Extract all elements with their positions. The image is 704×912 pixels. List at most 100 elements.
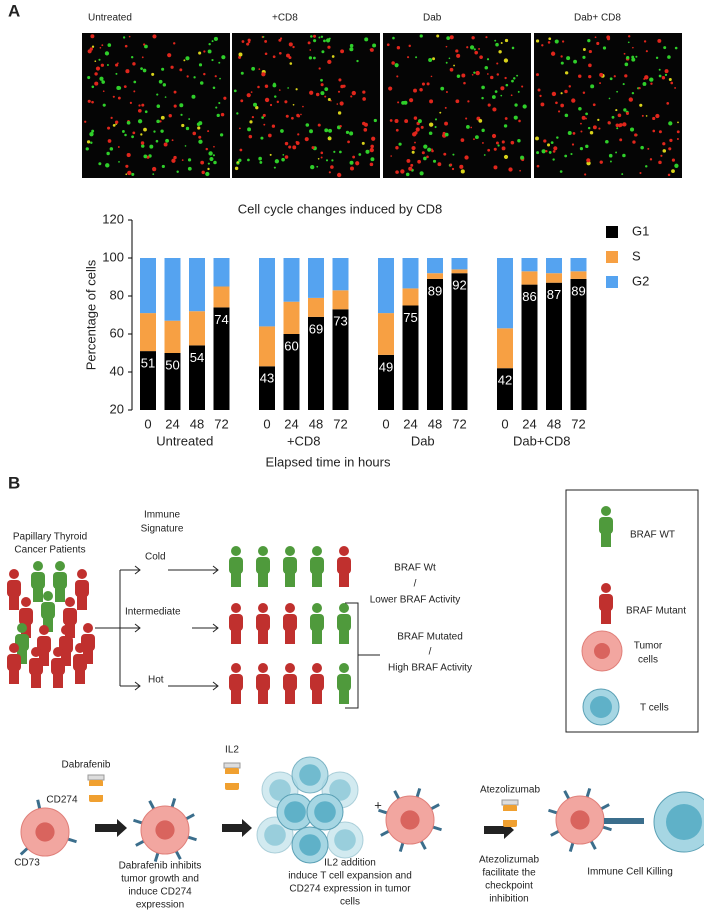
cell-dot	[470, 126, 473, 129]
cell-dot	[623, 52, 626, 55]
cell-dot	[198, 121, 203, 126]
cell-dot	[451, 167, 455, 171]
cell-dot	[475, 70, 480, 76]
cell-dot	[479, 55, 483, 60]
cell-dot	[492, 107, 497, 112]
cell-dot	[302, 105, 304, 108]
receptor	[563, 790, 571, 800]
cell-dot	[560, 55, 563, 58]
cell-dot	[240, 99, 244, 103]
cell-dot	[599, 160, 603, 164]
cell-dot	[615, 109, 618, 112]
cell-dot	[151, 166, 157, 172]
person-head	[231, 603, 241, 613]
cell-dot	[643, 40, 647, 43]
receptor	[432, 825, 442, 832]
cell-dot	[647, 147, 650, 150]
cell-dot	[503, 58, 509, 63]
cell-dot	[205, 147, 209, 151]
cell-dot	[588, 75, 592, 79]
cell-dot	[434, 118, 438, 121]
cell-dot	[264, 52, 268, 56]
cell-dot	[545, 149, 548, 153]
cell-dot	[567, 130, 572, 135]
cell-dot	[508, 167, 513, 172]
person-head	[77, 569, 87, 579]
cell-dot	[152, 34, 157, 39]
cell-dot	[401, 100, 405, 105]
cell-dot	[141, 144, 145, 148]
cell-dot	[317, 123, 321, 127]
cell-dot	[668, 147, 672, 151]
cell-dot	[349, 131, 354, 136]
cell-dot	[114, 120, 119, 124]
legend-label: Tumor	[634, 641, 663, 652]
cell-dot	[84, 120, 87, 123]
cell-dot	[352, 155, 356, 159]
cell-dot	[473, 48, 476, 51]
receptor	[187, 835, 197, 842]
x-tick-label: 48	[428, 416, 442, 431]
cell-dot	[198, 139, 203, 144]
person-head	[21, 597, 31, 607]
data-label: 86	[522, 289, 536, 304]
cell-dot	[616, 127, 619, 130]
cell-dot	[213, 145, 215, 148]
y-tick-label: 80	[110, 287, 124, 302]
cell-dot	[408, 166, 413, 171]
cell-dot	[171, 158, 176, 163]
person-legs	[17, 649, 27, 664]
cell-dot	[325, 159, 329, 162]
cell-dot	[554, 39, 559, 44]
cell-dot	[207, 130, 210, 133]
cell-dot	[504, 38, 509, 43]
cell-dot	[112, 95, 115, 98]
cell-dot	[505, 83, 509, 87]
cell-dot	[395, 128, 399, 132]
person-body	[229, 614, 243, 631]
cell-dot	[501, 146, 506, 151]
caption: IL2 addition	[324, 858, 376, 869]
data-label: 87	[547, 287, 561, 302]
cell-dot	[494, 39, 497, 42]
bar-segment	[283, 258, 300, 302]
y-tick-label: 100	[102, 249, 124, 264]
cell-dot	[632, 140, 636, 144]
data-label: 54	[190, 350, 204, 365]
cell-dot	[179, 68, 183, 72]
cell-dot	[165, 138, 169, 143]
person-body	[7, 580, 21, 597]
cell-dot	[426, 155, 429, 159]
cell-dot	[543, 139, 547, 143]
cell-dot	[467, 100, 470, 103]
person-legs	[55, 587, 65, 602]
cell-dot	[410, 163, 414, 167]
receptor	[185, 813, 195, 821]
legend-label: BRAF Mutant	[626, 606, 686, 617]
cell-dot	[414, 131, 418, 135]
nucleus	[269, 779, 291, 801]
x-tick-label: 72	[214, 416, 228, 431]
data-label: 75	[403, 310, 417, 325]
cell-dot	[550, 51, 556, 56]
receptor	[602, 825, 612, 832]
nucleus	[594, 643, 610, 659]
cell-dot	[430, 148, 433, 151]
cell-dot	[192, 131, 197, 136]
cell-dot	[212, 154, 215, 157]
cell-dot	[162, 83, 167, 87]
receptor	[170, 798, 177, 808]
cell-dot	[668, 121, 673, 126]
nucleus	[570, 810, 590, 830]
cell-dot	[214, 75, 217, 78]
cell-dot	[511, 79, 514, 83]
person-legs	[61, 651, 71, 666]
cell-dot	[608, 97, 611, 100]
cell-dot	[561, 40, 565, 43]
cell-dot	[413, 116, 418, 120]
cell-dot	[137, 108, 142, 113]
pill-cap	[223, 762, 241, 769]
cell-dot	[588, 49, 592, 54]
cell-dot	[670, 81, 674, 85]
cell-dot	[429, 99, 434, 104]
